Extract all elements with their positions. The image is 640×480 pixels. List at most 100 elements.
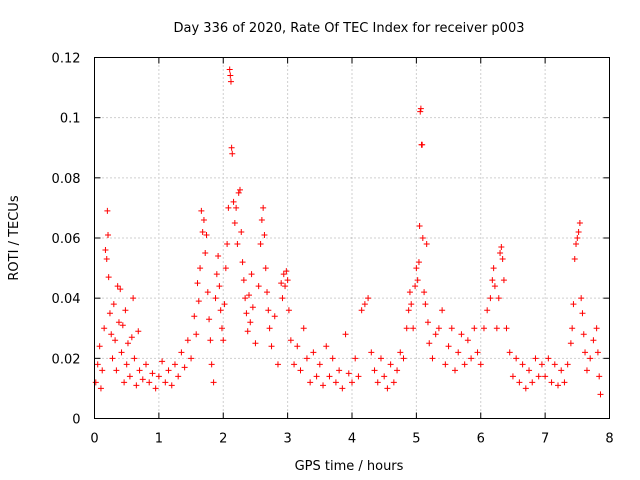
data-point-marker [487, 295, 494, 302]
data-point-marker [415, 259, 422, 266]
data-point-marker [221, 301, 228, 308]
plot-frame [94, 57, 610, 419]
data-point-marker [506, 349, 513, 356]
data-point-marker [590, 337, 597, 344]
data-point-marker [266, 325, 273, 332]
data-point-marker [429, 355, 436, 362]
data-point-marker [96, 343, 103, 350]
data-point-marker [239, 259, 246, 266]
data-point-marker [421, 289, 428, 296]
data-point-marker [105, 274, 112, 281]
data-point-marker [461, 361, 468, 368]
data-point-marker [243, 310, 250, 317]
data-point-marker [538, 361, 545, 368]
data-point-marker [230, 198, 237, 205]
data-point-marker [313, 373, 320, 380]
data-point-marker [217, 307, 224, 314]
data-point-marker [155, 373, 162, 380]
data-point-marker [280, 271, 287, 278]
data-point-marker [578, 295, 585, 302]
data-point-marker [448, 325, 455, 332]
data-point-marker [490, 265, 497, 272]
data-point-marker [202, 250, 209, 257]
data-point-marker [570, 301, 577, 308]
data-point-marker [499, 256, 506, 263]
data-point-marker [561, 379, 568, 386]
data-point-marker [326, 373, 333, 380]
data-point-marker [522, 385, 529, 392]
data-point-marker [596, 373, 603, 380]
data-point-marker [133, 382, 140, 389]
data-point-marker [320, 382, 327, 389]
data-point-marker [390, 379, 397, 386]
data-point-marker [458, 331, 465, 338]
data-point-marker [123, 361, 130, 368]
data-point-marker [240, 277, 247, 284]
data-point-marker [152, 385, 159, 392]
data-point-marker [197, 265, 204, 272]
data-point-marker [194, 280, 201, 287]
data-point-marker [529, 379, 536, 386]
data-point-marker [503, 325, 510, 332]
data-point-marker [412, 283, 419, 290]
data-point-marker [191, 313, 198, 320]
data-point-marker [265, 307, 272, 314]
data-point-marker [384, 385, 391, 392]
data-point-marker [307, 379, 314, 386]
data-point-marker [184, 337, 191, 344]
data-point-marker [426, 340, 433, 347]
data-point-marker [580, 331, 587, 338]
data-point-marker [143, 361, 149, 368]
data-point-marker [455, 349, 462, 356]
data-point-marker [171, 361, 178, 368]
data-point-marker [542, 373, 549, 380]
data-point-marker [509, 373, 516, 380]
x-axis-title: GPS time / hours [295, 459, 404, 474]
data-point-marker [516, 379, 523, 386]
data-point-marker [146, 379, 153, 386]
data-point-marker [408, 301, 415, 308]
data-points [92, 66, 604, 398]
data-point-marker [291, 361, 298, 368]
data-point-marker [97, 385, 104, 392]
x-tick-label: 0 [90, 432, 98, 447]
data-point-marker [532, 355, 539, 362]
data-point-marker [432, 331, 439, 338]
data-point-marker [287, 337, 294, 344]
data-point-marker [316, 361, 323, 368]
data-point-marker [188, 355, 195, 362]
x-tick-label: 3 [283, 432, 291, 447]
data-point-marker [575, 228, 582, 235]
data-point-marker [117, 286, 124, 293]
data-point-marker [297, 367, 304, 374]
data-point-marker [261, 231, 268, 238]
data-point-marker [587, 355, 594, 362]
data-point-marker [567, 340, 574, 347]
data-point-marker [136, 367, 143, 374]
data-point-marker [332, 379, 339, 386]
data-point-marker [283, 268, 290, 275]
data-point-marker [310, 349, 317, 356]
data-point-marker [414, 277, 421, 284]
data-point-marker [368, 349, 375, 356]
data-point-marker [423, 241, 430, 248]
data-point-marker [204, 289, 211, 296]
data-point-marker [513, 355, 520, 362]
data-point-marker [264, 289, 271, 296]
data-point-marker [225, 204, 232, 211]
data-point-marker [468, 355, 475, 362]
data-point-marker [329, 355, 336, 362]
data-point-marker [231, 219, 238, 226]
data-point-marker [491, 283, 498, 290]
data-point-marker [471, 325, 478, 332]
data-point-marker [227, 72, 234, 79]
data-point-marker [126, 373, 133, 380]
data-point-marker [497, 250, 504, 257]
x-tick-label: 4 [348, 432, 356, 447]
data-point-marker [278, 280, 285, 287]
data-point-marker [405, 307, 412, 314]
y-tick-label: 0.12 [52, 52, 81, 67]
data-point-marker [279, 295, 286, 302]
data-point-marker [215, 253, 222, 260]
data-point-marker [165, 367, 172, 374]
